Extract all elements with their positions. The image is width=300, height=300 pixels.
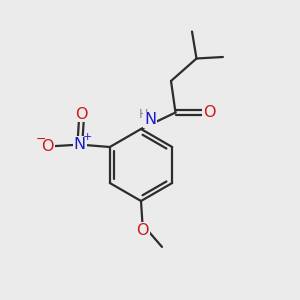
- Text: O: O: [203, 105, 215, 120]
- Text: N: N: [144, 112, 156, 128]
- Text: −: −: [36, 133, 46, 146]
- Text: O: O: [136, 223, 149, 238]
- Text: H: H: [139, 108, 148, 121]
- Text: O: O: [75, 106, 88, 122]
- Text: O: O: [41, 139, 54, 154]
- Text: N: N: [74, 137, 86, 152]
- Text: +: +: [82, 132, 92, 142]
